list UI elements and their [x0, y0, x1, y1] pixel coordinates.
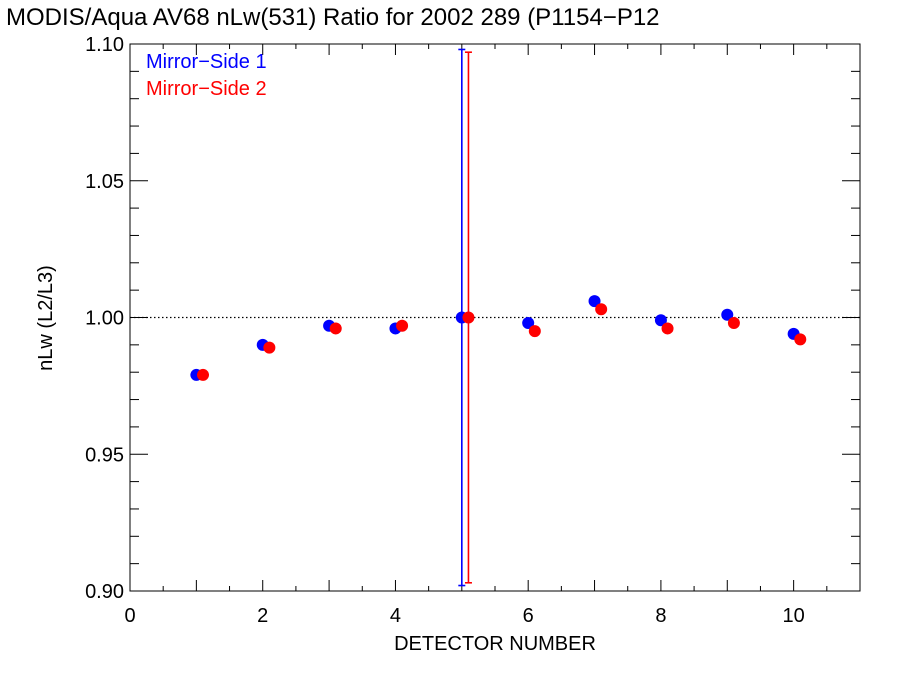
y-tick-label: 1.10 [85, 34, 124, 56]
data-points [190, 295, 807, 381]
data-point-series-2 [197, 368, 209, 381]
data-point-series-1 [654, 314, 667, 327]
data-point-series-2 [329, 322, 342, 335]
data-point-series-2 [794, 333, 807, 346]
data-point-series-2 [595, 303, 608, 316]
data-point-series-2 [396, 319, 409, 332]
x-tick-label: 4 [390, 605, 401, 627]
data-point-series-2 [462, 311, 475, 324]
x-tick-label: 8 [655, 605, 666, 627]
legend-entry: Mirror−Side 2 [146, 78, 267, 100]
data-point-series-1 [522, 316, 535, 329]
legend-entry: Mirror−Side 1 [146, 51, 267, 73]
data-point-series-2 [661, 322, 674, 335]
data-point-series-2 [263, 341, 276, 354]
x-axis-label: DETECTOR NUMBER [394, 633, 596, 655]
y-axis-label: nLw (L2/L3) [35, 265, 57, 371]
data-point-series-1 [721, 308, 734, 321]
y-tick-label: 0.90 [85, 581, 124, 603]
y-tick-labels: 0.90 0.95 1.00 1.05 1.10 [85, 34, 124, 603]
data-point-series-2 [727, 316, 740, 329]
y-tick-label: 1.00 [85, 308, 124, 330]
x-tick-label: 6 [523, 605, 534, 627]
data-point-series-2 [528, 325, 541, 338]
x-tick-label: 10 [783, 605, 805, 627]
x-tick-labels: 0 2 4 6 8 10 [124, 605, 804, 627]
legend: Mirror−Side 1 Mirror−Side 2 [146, 51, 267, 100]
data-point-series-1 [588, 295, 601, 308]
x-tick-label: 2 [257, 605, 268, 627]
y-tick-label: 1.05 [85, 171, 124, 193]
x-tick-label: 0 [124, 605, 135, 627]
chart-title: MODIS/Aqua AV68 nLw(531) Ratio for 2002 … [6, 4, 660, 31]
y-tick-label: 0.95 [85, 444, 124, 466]
